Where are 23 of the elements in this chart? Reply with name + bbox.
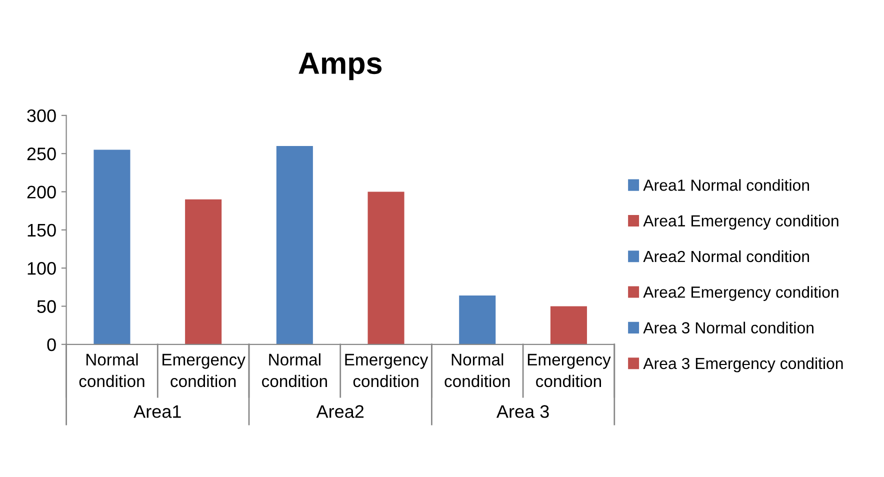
y-tick-label: 150: [28, 224, 56, 237]
y-tick-label: 50: [37, 300, 56, 313]
legend-label: Area1 Emergency condition: [643, 214, 838, 230]
y-tick-label: 0: [47, 338, 56, 352]
x-tick-label: Normal condition: [262, 353, 327, 388]
y-tick-label: 100: [28, 262, 56, 275]
chart-title: Amps: [298, 52, 382, 80]
x-tick-label: Emergency condition: [162, 354, 246, 388]
legend-label: Area 3 Normal condition: [643, 322, 814, 334]
x-tick-label: Normal condition: [444, 353, 510, 388]
text: Area1: [134, 405, 181, 418]
legend-label: Area1 Normal condition: [643, 179, 809, 191]
x-tick-label: Normal condition: [79, 353, 144, 388]
legend-label: Area2 Emergency condition: [643, 286, 838, 301]
y-tick-label: 200: [27, 186, 56, 198]
legend-label: Area2 Normal condition: [643, 250, 809, 262]
x-tick-label: Emergency condition: [528, 354, 611, 388]
text: Area 3: [496, 405, 549, 418]
legend-label: Area 3 Emergency condition: [643, 357, 843, 372]
text: Area2: [316, 405, 364, 418]
y-tick-label: 300: [27, 109, 56, 122]
x-tick-label: Emergency condition: [345, 354, 428, 388]
y-tick-label: 250: [27, 148, 56, 160]
